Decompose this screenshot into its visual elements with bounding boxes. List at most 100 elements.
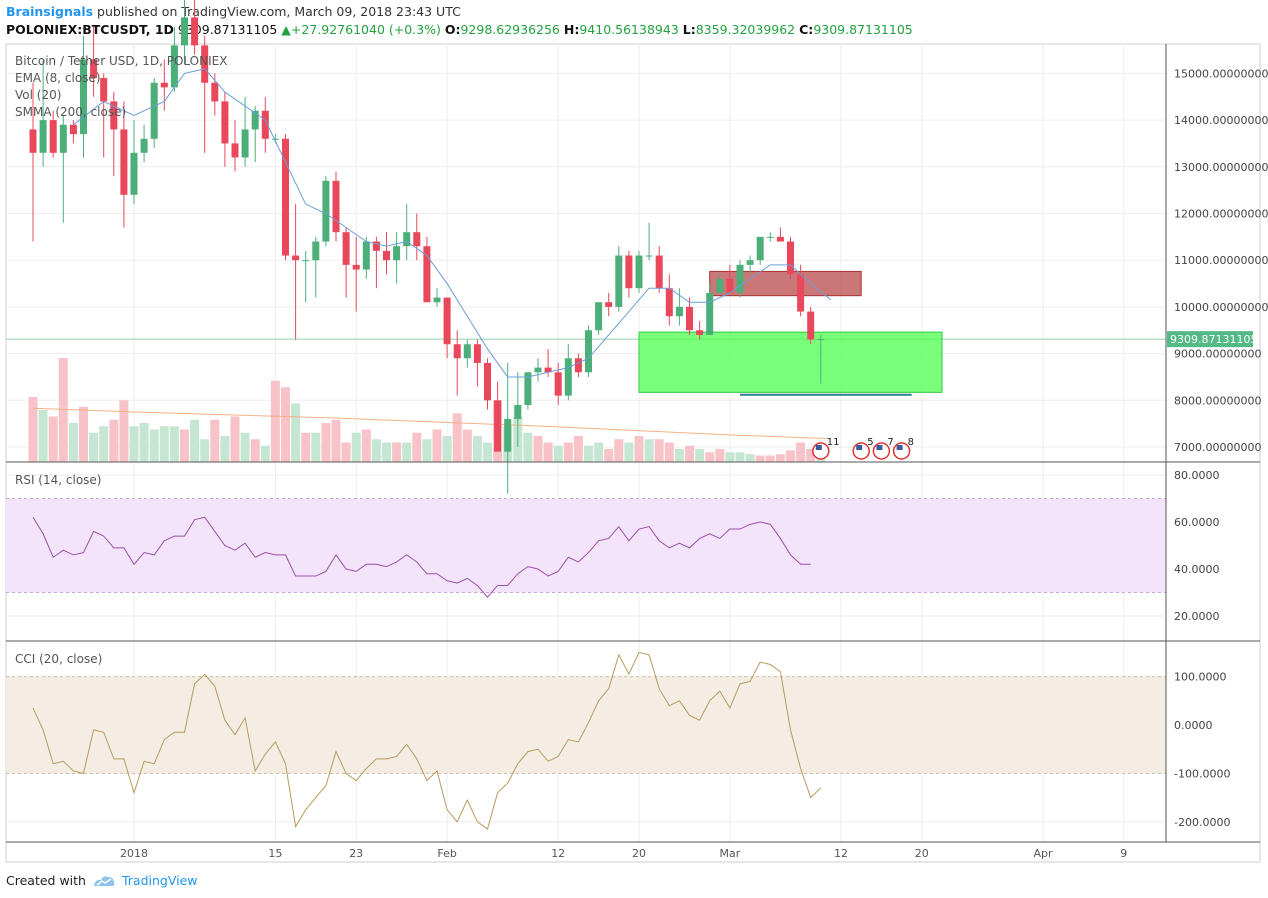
legend-smma: SMMA (200, close) [15, 105, 126, 119]
volume-bar [705, 452, 715, 462]
candle-body [736, 264, 744, 293]
candle-body [383, 250, 390, 261]
candle-body [635, 255, 643, 289]
candle-body [352, 264, 360, 270]
candle-body [110, 101, 118, 130]
volume-bar [584, 445, 593, 462]
candle-body [49, 120, 57, 153]
volume-bar [563, 442, 573, 462]
price-tick-label: 12000.00000000 [1174, 208, 1268, 221]
cci-band [6, 676, 1166, 774]
volume-bar [200, 439, 210, 462]
candle-body [292, 255, 300, 261]
x-tick-label: 2018 [120, 847, 148, 860]
candle-body [342, 232, 350, 265]
volume-bar [68, 423, 78, 462]
volume-bar [735, 452, 745, 462]
candle-body [463, 344, 471, 359]
volume-bar [553, 445, 563, 462]
candle-body [494, 400, 502, 452]
candle-body [312, 241, 320, 261]
x-tick-label: Mar [720, 847, 741, 860]
volume-bar [149, 429, 159, 462]
support-zone [638, 331, 943, 393]
volume-bar [796, 442, 806, 462]
candle-body [726, 278, 734, 293]
volume-bar [664, 442, 674, 462]
volume-bar [604, 449, 614, 462]
tradingview-logo-icon[interactable] [92, 874, 116, 888]
up-arrow-icon: ▲ [281, 22, 291, 37]
event-markers[interactable]: 11 5 7 8 [812, 437, 914, 460]
candle-body [514, 404, 522, 419]
volume-bar [654, 439, 664, 462]
volume-bar [786, 450, 795, 462]
price-tick-label: 10000.00000000 [1174, 301, 1268, 314]
volume-bar [392, 442, 402, 462]
cci-line [32, 651, 822, 830]
event-count-label: 8 [908, 437, 914, 448]
candle-body [302, 260, 310, 262]
candle-body [362, 241, 370, 270]
volume-bar [674, 449, 684, 462]
candle-body [261, 110, 269, 139]
event-flag-canton [876, 445, 883, 450]
candle-body [393, 246, 401, 261]
candle-body [241, 129, 249, 158]
candle-body [29, 129, 37, 153]
candle-body [140, 138, 148, 153]
candle-body [524, 372, 532, 405]
candle-body [170, 45, 178, 88]
volume-bar [765, 455, 775, 462]
candle-body [776, 236, 784, 242]
x-tick-label: Feb [437, 847, 456, 860]
candle-body [675, 306, 683, 317]
rsi-tick-label: 80.0000 [1174, 469, 1220, 482]
volume-bar [533, 436, 543, 462]
volume-bar [624, 442, 634, 462]
candle-body [504, 418, 512, 452]
candle-body [615, 255, 623, 307]
candle-body [211, 82, 219, 102]
open-value: 9298.62936256 [460, 22, 560, 37]
ohlc-line: POLONIEX:BTCUSDT, 1D 9309.87131105 ▲+27.… [6, 22, 913, 37]
volume-bar [351, 432, 361, 462]
volume-bar [685, 445, 694, 462]
volume-bar [250, 439, 260, 462]
candle-body [564, 358, 572, 396]
price-tick-label: 9000.00000000 [1174, 348, 1261, 361]
publisher-name[interactable]: Brainsignals [6, 4, 94, 19]
volume-bar [442, 436, 452, 462]
candle-body [686, 306, 693, 331]
volume-bar [190, 419, 200, 462]
close-label: C: [799, 22, 814, 37]
candle-body [403, 232, 411, 247]
price-tick-label: 7000.00000000 [1174, 441, 1261, 454]
created-with-text: Created with [6, 873, 86, 888]
axes: 2018 15 23 Feb 12 20 Mar 12 20 Apr 9 15000.00000000… [6, 44, 1268, 860]
candle-body [413, 232, 421, 247]
candle-body [423, 246, 431, 303]
volume-bar [341, 442, 351, 462]
ema-polyline [73, 68, 832, 378]
x-tick-label: 20 [915, 847, 929, 860]
rsi-tick-label: 40.0000 [1174, 563, 1220, 576]
candle-body [645, 255, 653, 257]
indicator-bands [6, 498, 1166, 774]
volume-bar [281, 387, 290, 462]
last-price: 9309.87131105 [177, 22, 278, 37]
volume-bar [58, 358, 68, 462]
event-flag-canton [896, 445, 903, 450]
legend-vol: Vol (20) [15, 88, 61, 102]
volume-bar [321, 423, 331, 462]
volume-bar [361, 429, 371, 462]
legend-ema: EMA (8, close) [15, 71, 101, 85]
x-tick-label: 23 [349, 847, 363, 860]
rsi-line [32, 516, 811, 598]
volume-bar [270, 380, 280, 462]
x-tick-label: 15 [268, 847, 282, 860]
event-flag-canton [856, 445, 863, 450]
tradingview-link[interactable]: TradingView [121, 873, 198, 888]
zones[interactable] [638, 270, 943, 396]
